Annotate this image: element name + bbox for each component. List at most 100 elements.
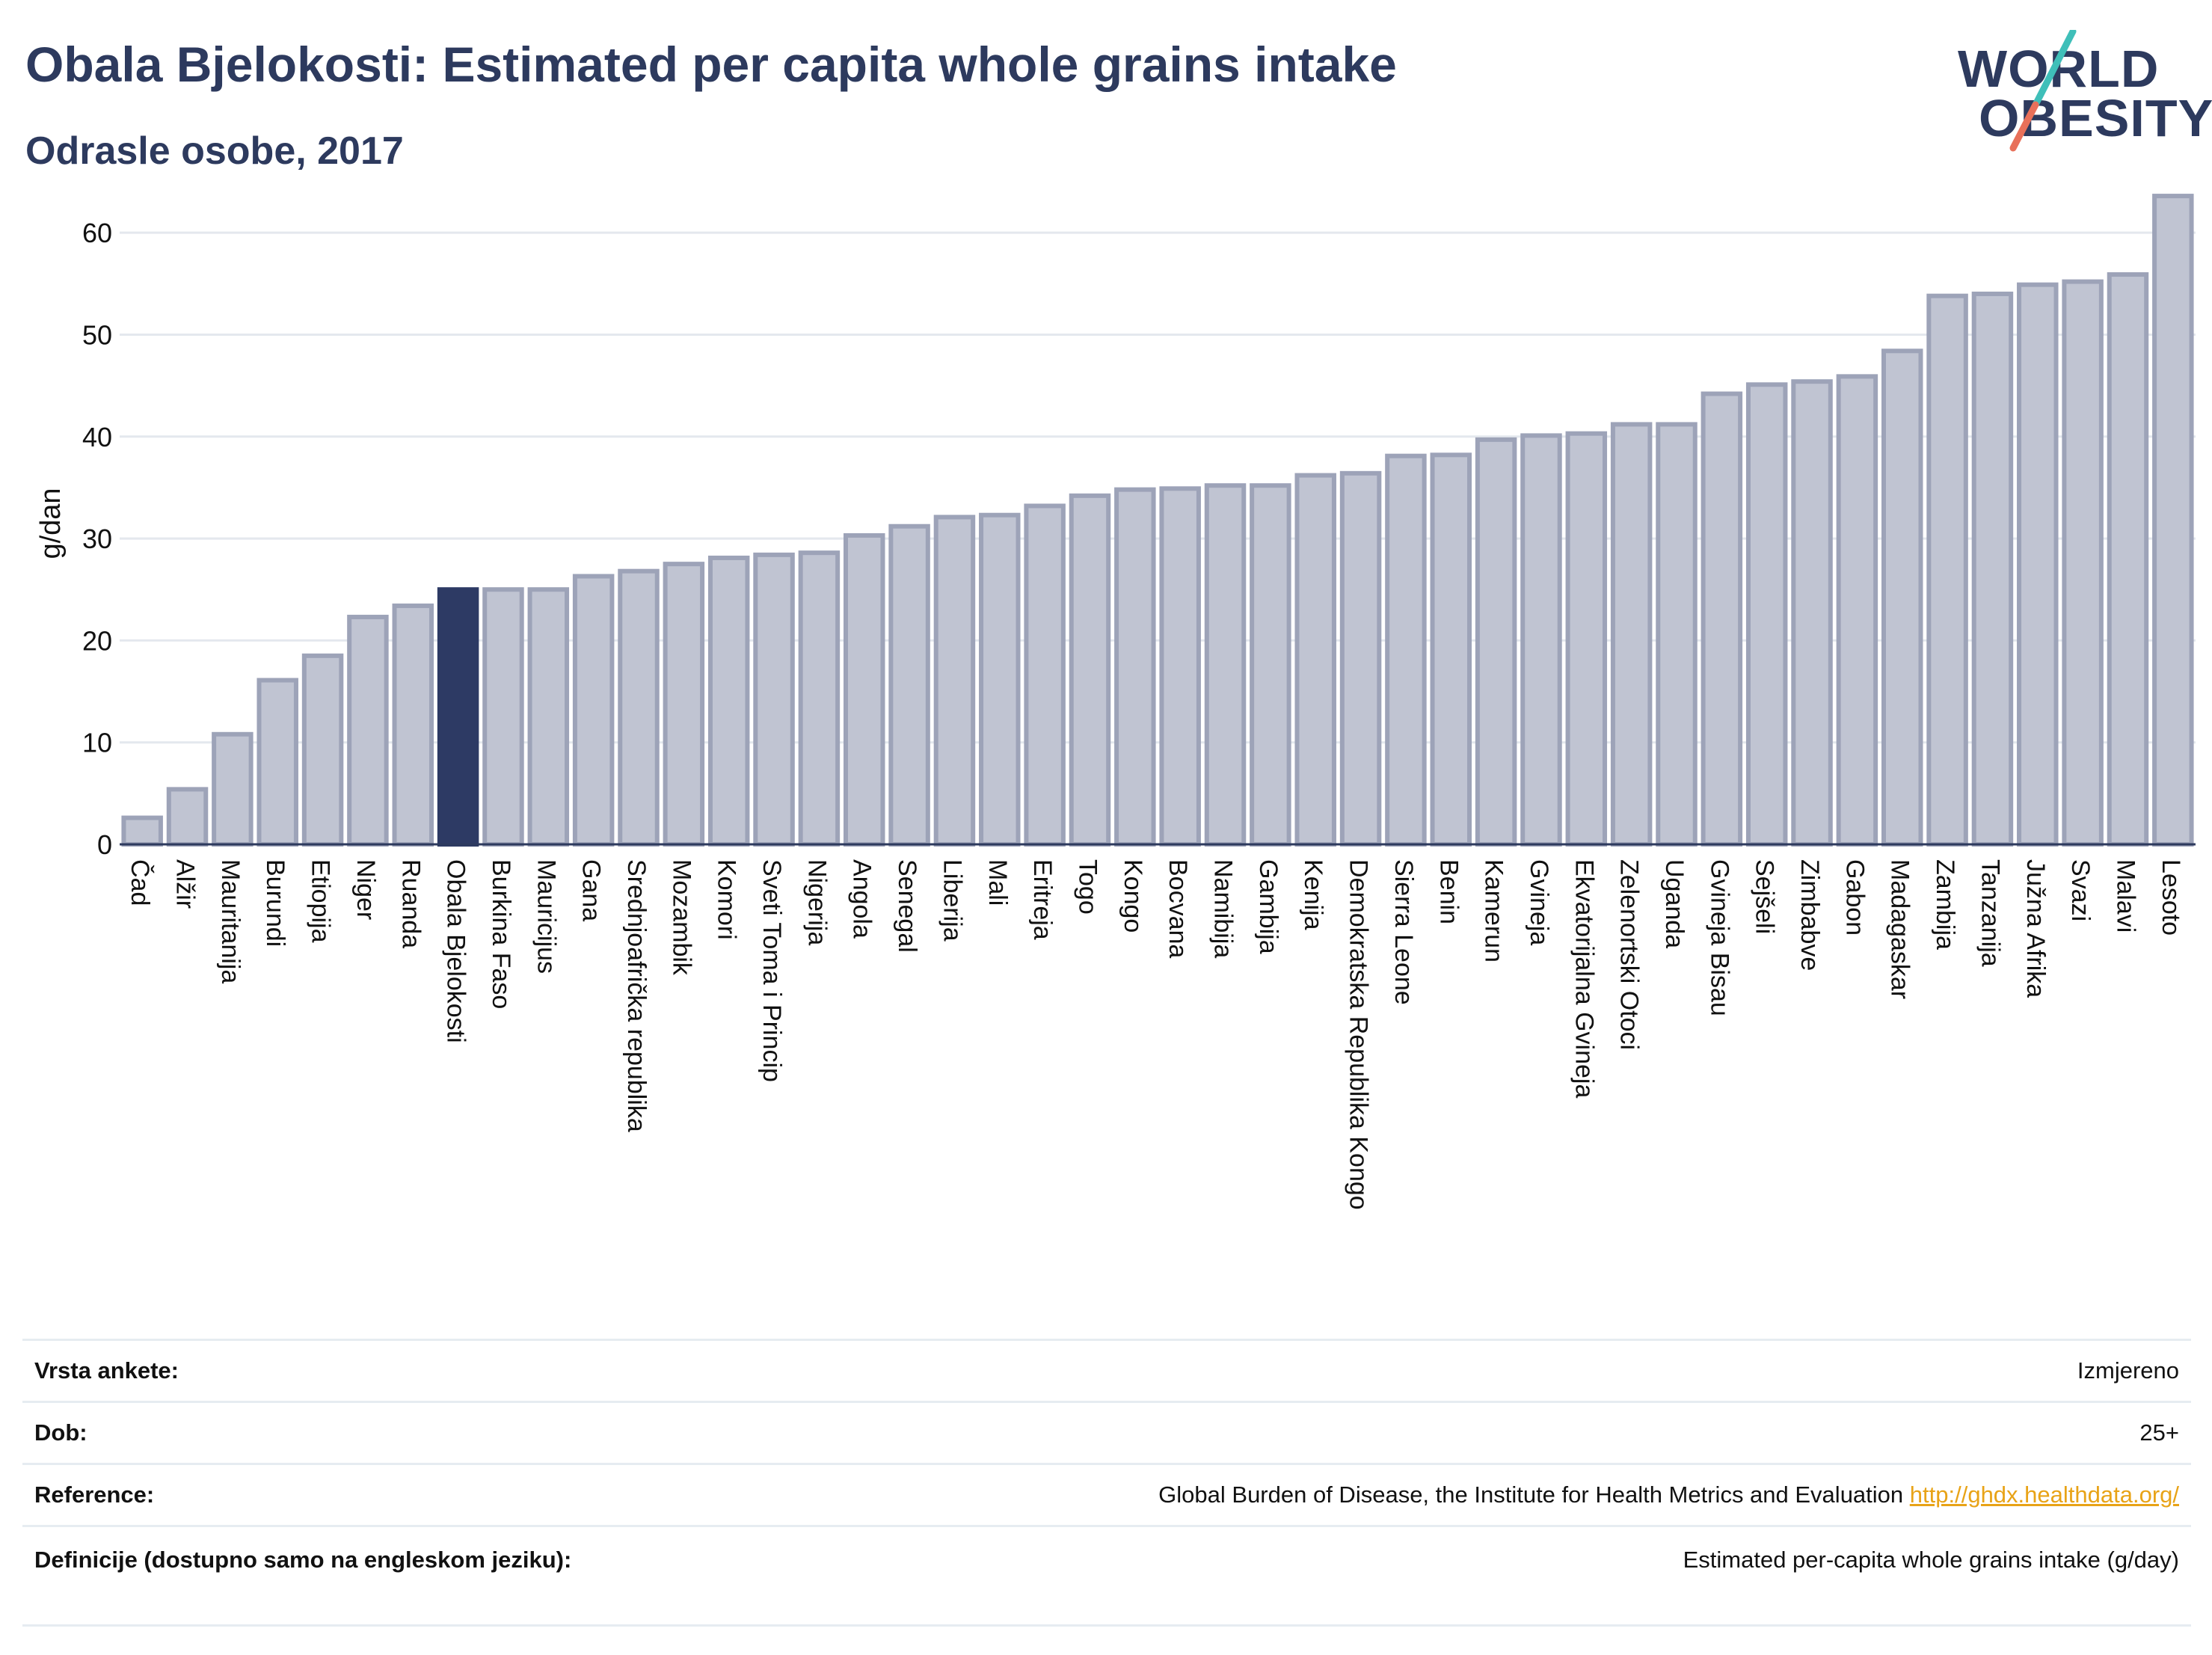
y-tick-label: 40: [82, 422, 112, 452]
bar-kamerun[interactable]: [1475, 437, 1517, 847]
bar-čad[interactable]: [121, 815, 163, 847]
x-tick-label: Malavi: [2111, 859, 2139, 933]
x-tick-label: Kenija: [1299, 859, 1327, 930]
x-tick-label: Srednjoafrička republika: [622, 859, 651, 1132]
bar-burkina-faso[interactable]: [482, 587, 524, 847]
x-tick-label: Etiopija: [307, 859, 335, 943]
bar-gabon[interactable]: [1836, 374, 1878, 847]
bar-ruanda[interactable]: [392, 604, 434, 847]
info-table: Vrsta ankete: Izmjereno Dob: 25+ Referen…: [22, 1339, 2191, 1627]
x-tick-label: Mauricijus: [532, 859, 560, 974]
world-obesity-logo: WORLD OBESITY: [1944, 30, 2212, 157]
bar-demokratska-republika-kongo[interactable]: [1339, 470, 1382, 847]
x-tick-label: Ekvatorijalna Gvineja: [1570, 859, 1598, 1098]
x-tick-label: Gana: [577, 859, 606, 921]
bar-zambija[interactable]: [1926, 293, 1968, 847]
x-tick-label: Alžir: [171, 859, 200, 909]
bar-eritreja[interactable]: [1024, 503, 1066, 847]
bar-komori[interactable]: [707, 555, 750, 847]
bar-mauritanija[interactable]: [212, 731, 254, 847]
bar-ekvatorijalna-gvineja[interactable]: [1565, 431, 1608, 847]
y-axis-label: g/dan: [35, 488, 67, 559]
x-tick-label: Burundi: [261, 859, 289, 947]
bar-alžir[interactable]: [166, 787, 209, 847]
bar-gana[interactable]: [572, 574, 615, 847]
y-tick-label: 0: [97, 829, 112, 860]
bar-južna-afrika[interactable]: [2017, 282, 2059, 847]
page-title: Obala Bjelokosti: Estimated per capita w…: [25, 37, 1397, 92]
bar-sejšeli[interactable]: [1745, 382, 1788, 847]
info-value: Estimated per-capita whole grains intake…: [1683, 1547, 2179, 1573]
x-tick-label: Sejšeli: [1751, 859, 1779, 934]
info-row-survey: Vrsta ankete: Izmjereno: [22, 1339, 2191, 1401]
bar-liberija[interactable]: [933, 515, 976, 847]
bar-niger[interactable]: [347, 615, 389, 847]
bar-namibija[interactable]: [1204, 483, 1247, 847]
bar-svazi[interactable]: [2062, 279, 2104, 847]
bar-obala-bjelokosti[interactable]: [437, 587, 479, 847]
logo-line-1: WORLD: [1958, 40, 2160, 98]
info-row-definition: Definicije (dostupno samo na engleskom j…: [22, 1525, 2191, 1627]
bar-mali[interactable]: [979, 512, 1021, 847]
x-tick-label: Tanzanija: [1976, 859, 2004, 967]
info-label: Reference:: [34, 1481, 155, 1508]
x-tick-label: Liberija: [938, 859, 966, 942]
x-axis-ticks: Čad Alžir Mauritanija Burundi Etiopija Niger R…: [126, 859, 2185, 1210]
x-tick-label: Namibija: [1209, 859, 1238, 958]
x-tick-label: Lesoto: [2157, 859, 2185, 936]
info-value: Izmjereno: [2077, 1357, 2179, 1384]
y-tick-label: 50: [82, 319, 112, 350]
info-value: Global Burden of Disease, the Institute …: [1158, 1479, 2179, 1511]
x-tick-label: Sierra Leone: [1389, 859, 1418, 1005]
bar-mozambik[interactable]: [663, 562, 705, 847]
x-tick-label: Mali: [983, 859, 1012, 906]
bar-chart: 0 10 20 30 40 50 60 Čad Alžir Mauritanija Burundi…: [35, 194, 2196, 1210]
bar-gvineja[interactable]: [1520, 433, 1562, 847]
bar-sierra-leone[interactable]: [1385, 453, 1427, 847]
bar-benin[interactable]: [1430, 452, 1472, 847]
x-tick-label: Ruanda: [396, 859, 425, 948]
logo-slash-icon: [2009, 30, 2077, 152]
y-tick-label: 10: [82, 728, 112, 758]
x-tick-label: Madagaskar: [1886, 859, 1914, 999]
bar-gvineja-bisau[interactable]: [1701, 391, 1743, 847]
x-tick-label: Gvineja: [1525, 859, 1553, 945]
x-tick-label: Kamerun: [1480, 859, 1508, 962]
bar-uganda[interactable]: [1656, 422, 1698, 847]
bar-kenija[interactable]: [1294, 473, 1336, 847]
bar-lesoto[interactable]: [2152, 194, 2194, 847]
bar-madagaskar[interactable]: [1881, 348, 1923, 847]
bar-tanzanija[interactable]: [1971, 291, 2014, 847]
bar-zelenortski-otoci[interactable]: [1610, 422, 1653, 847]
info-row-reference: Reference: Global Burden of Disease, the…: [22, 1463, 2191, 1525]
x-tick-label: Gambija: [1254, 859, 1282, 954]
x-tick-label: Gvineja Bisau: [1705, 859, 1733, 1016]
bar-malavi[interactable]: [2107, 272, 2149, 847]
x-tick-label: Nigerija: [802, 859, 831, 945]
reference-link[interactable]: http://ghdx.healthdata.org/: [1909, 1481, 2179, 1508]
x-tick-label: Gabon: [1840, 859, 1869, 936]
bar-angola[interactable]: [843, 532, 885, 847]
bar-senegal[interactable]: [888, 523, 930, 847]
reference-text: Global Burden of Disease, the Institute …: [1158, 1481, 1904, 1508]
bars: [120, 194, 2196, 847]
info-row-age: Dob: 25+: [22, 1401, 2191, 1463]
bar-bocvana[interactable]: [1159, 486, 1201, 847]
bar-nigerija[interactable]: [798, 550, 841, 847]
y-tick-label: 20: [82, 625, 112, 656]
bar-etiopija[interactable]: [301, 653, 344, 847]
x-tick-label: Obala Bjelokosti: [442, 859, 470, 1043]
x-tick-label: Togo: [1073, 859, 1102, 915]
y-axis-ticks: 0 10 20 30 40 50 60: [82, 218, 112, 860]
bar-burundi[interactable]: [256, 678, 298, 847]
bar-sveti-toma-i-princip[interactable]: [753, 552, 795, 847]
x-tick-label: Svazi: [2066, 859, 2095, 921]
x-tick-label: Niger: [351, 859, 380, 920]
bar-gambija[interactable]: [1250, 483, 1291, 847]
x-tick-label: Južna Afrika: [2021, 859, 2050, 998]
bar-srednjoafrička-republika[interactable]: [618, 568, 660, 847]
bar-zimbabve[interactable]: [1791, 379, 1833, 847]
bar-togo[interactable]: [1069, 493, 1111, 847]
bar-mauricijus[interactable]: [527, 587, 570, 847]
bar-kongo[interactable]: [1114, 487, 1156, 847]
